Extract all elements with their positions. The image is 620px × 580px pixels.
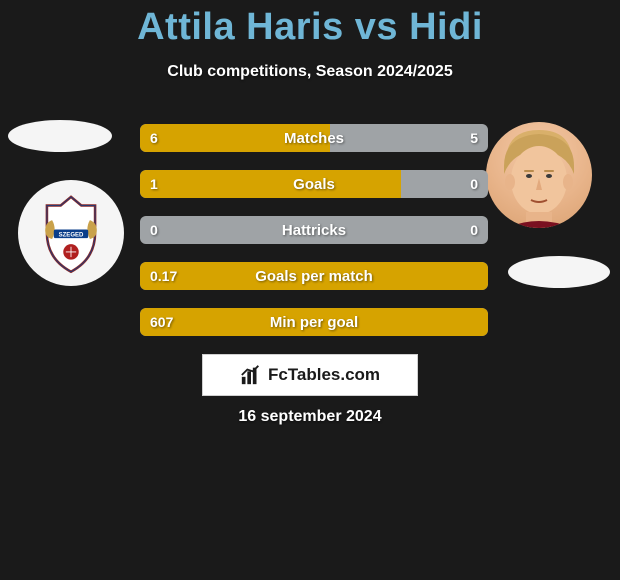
bar-chart-icon (240, 364, 262, 386)
right-team-badge-oval (508, 256, 610, 288)
stat-label: Min per goal (140, 308, 488, 336)
crest-image: SZEGED (18, 180, 124, 286)
stat-right-value: 5 (470, 124, 478, 152)
player-face-icon (486, 122, 592, 228)
stat-label: Hattricks (140, 216, 488, 244)
stat-label: Goals per match (140, 262, 488, 290)
stat-row: 0.17Goals per match (140, 262, 488, 290)
brand-box[interactable]: FcTables.com (202, 354, 418, 396)
right-player-photo (486, 122, 592, 228)
page-title: Attila Haris vs Hidi (0, 0, 620, 49)
stat-right-value: 0 (470, 216, 478, 244)
subtitle: Club competitions, Season 2024/2025 (0, 63, 620, 81)
stat-label: Matches (140, 124, 488, 152)
crest-label: SZEGED (59, 232, 84, 238)
brand-name: FcTables.com (268, 365, 380, 385)
stat-row: 6Matches5 (140, 124, 488, 152)
crest-icon: SZEGED (28, 190, 114, 276)
stats-container: 6Matches51Goals00Hattricks00.17Goals per… (140, 124, 488, 354)
stat-row: 0Hattricks0 (140, 216, 488, 244)
stat-row: 1Goals0 (140, 170, 488, 198)
generation-date: 16 september 2024 (0, 408, 620, 426)
left-team-badge-oval (8, 120, 112, 152)
left-player-crest: SZEGED (18, 180, 124, 286)
stat-row: 607Min per goal (140, 308, 488, 336)
stat-right-value: 0 (470, 170, 478, 198)
stat-label: Goals (140, 170, 488, 198)
